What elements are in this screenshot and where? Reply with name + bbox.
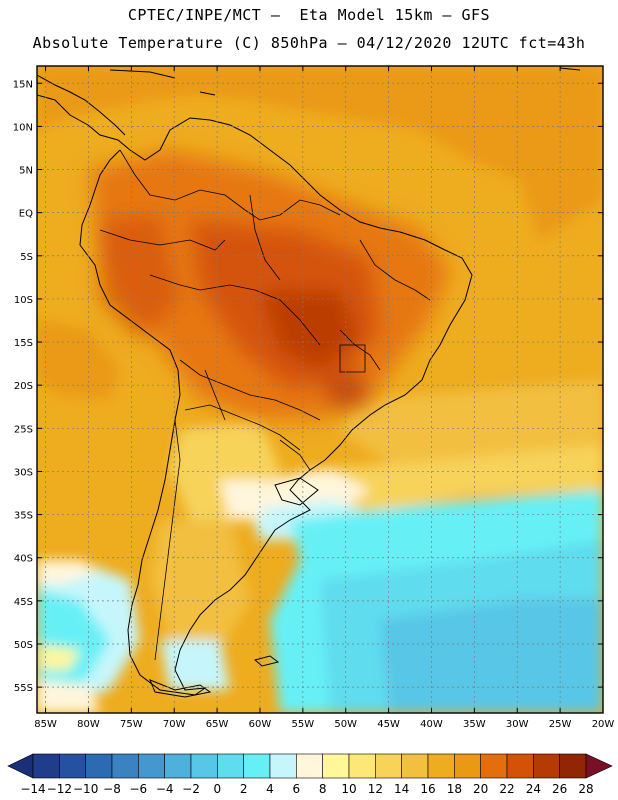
colorbar-label: 16 <box>420 782 435 796</box>
colorbar-label: 20 <box>473 782 488 796</box>
colorbar-label: 26 <box>552 782 567 796</box>
colorbar-swatch <box>269 753 297 779</box>
lat-label: 25S <box>14 424 33 435</box>
lat-label: 20S <box>14 381 33 392</box>
colorbar-label: −12 <box>47 782 72 796</box>
lon-label: 55W <box>292 719 315 730</box>
lat-label: 10N <box>13 122 33 133</box>
lon-label: 25W <box>549 719 572 730</box>
colorbar-swatch <box>190 753 218 779</box>
colorbar-label: −2 <box>182 782 200 796</box>
colorbar-over-arrow <box>585 753 613 779</box>
lon-label: 85W <box>34 719 57 730</box>
colorbar-swatch <box>32 753 60 779</box>
lon-label: 35W <box>463 719 486 730</box>
colorbar-under-arrow <box>7 753 34 779</box>
colorbar-swatch <box>375 753 402 779</box>
lat-label: 55S <box>14 683 33 694</box>
lon-label: 80W <box>77 719 100 730</box>
lat-label: 5S <box>20 252 33 263</box>
lat-label: 5N <box>19 166 33 177</box>
colorbar-swatch <box>138 753 165 779</box>
lon-label: 30W <box>506 719 529 730</box>
country-borders <box>99 149 431 661</box>
colorbar-label: 18 <box>447 782 462 796</box>
lat-label: 15N <box>13 79 33 90</box>
colorbar-label: −10 <box>73 782 98 796</box>
colorbar-label: −8 <box>103 782 121 796</box>
lat-label: 40S <box>14 554 33 565</box>
map-frame <box>36 65 604 714</box>
colorbar-label: 24 <box>526 782 541 796</box>
colorbar-swatch <box>454 753 481 779</box>
colorbar-swatch <box>59 753 86 779</box>
colorbar-swatch <box>322 753 350 779</box>
latitude-axis: 15N 10N 5N EQ 5S 10S 15S 20S 25S 30S 35S 40S 45S 50S 5… <box>13 79 603 694</box>
lat-label: 50S <box>14 640 33 651</box>
lon-label: 65W <box>206 719 229 730</box>
lat-label: 45S <box>14 597 33 608</box>
colorbar-swatch <box>348 753 376 779</box>
colorbar-label: 0 <box>214 782 222 796</box>
lon-label: 20W <box>592 719 615 730</box>
colorbar-label: 8 <box>319 782 327 796</box>
colorbar-swatch <box>164 753 192 779</box>
colorbar-swatch <box>296 753 323 779</box>
colorbar-label: 12 <box>368 782 383 796</box>
colorbar-label: 4 <box>266 782 274 796</box>
colorbar-label: −6 <box>129 782 147 796</box>
colorbar: −14 −12 −10 −8 −6 −4 −2 0 2 4 6 8 10 12 14 16 18 20 22 24 26… <box>7 753 613 796</box>
colorbar-label: −4 <box>156 782 174 796</box>
colorbar-label: 2 <box>240 782 248 796</box>
colorbar-swatch <box>480 753 508 779</box>
colorbar-swatch <box>85 753 113 779</box>
title-line-1: CPTEC/INPE/MCT – Eta Model 15km – GFS <box>127 6 491 24</box>
lon-label: 45W <box>377 719 400 730</box>
title-line-2: Absolute Temperature (C) 850hPa – 04/12/… <box>32 34 586 52</box>
lon-label: 40W <box>420 719 443 730</box>
colorbar-swatch <box>533 753 560 779</box>
colorbar-label: 22 <box>499 782 514 796</box>
colorbar-label: −14 <box>20 782 45 796</box>
colorbar-swatch <box>401 753 429 779</box>
colorbar-swatch <box>559 753 587 779</box>
colorbar-swatch <box>243 753 271 779</box>
lon-label: 75W <box>120 719 143 730</box>
longitude-axis: 85W 80W 75W 70W 65W 60W 55W 50W 45W 40W 35W 30W 25W 2… <box>34 66 614 730</box>
coastlines <box>37 67 581 698</box>
lat-label: 10S <box>14 295 33 306</box>
colorbar-swatch <box>506 753 534 779</box>
lon-label: 70W <box>163 719 186 730</box>
colorbar-label: 28 <box>578 782 593 796</box>
lon-label: 60W <box>249 719 272 730</box>
lat-label: 35S <box>14 511 33 522</box>
lat-label: EQ <box>19 209 33 220</box>
colorbar-label: 6 <box>293 782 301 796</box>
colorbar-label: 14 <box>394 782 409 796</box>
lat-label: 15S <box>14 338 33 349</box>
colorbar-swatch <box>427 753 455 779</box>
lat-label: 30S <box>14 467 33 478</box>
colorbar-label: 10 <box>341 782 356 796</box>
colorbar-swatch <box>111 753 139 779</box>
colorbar-swatch <box>217 753 244 779</box>
gridlines <box>37 66 604 713</box>
temperature-field <box>37 66 603 713</box>
lon-label: 50W <box>334 719 357 730</box>
